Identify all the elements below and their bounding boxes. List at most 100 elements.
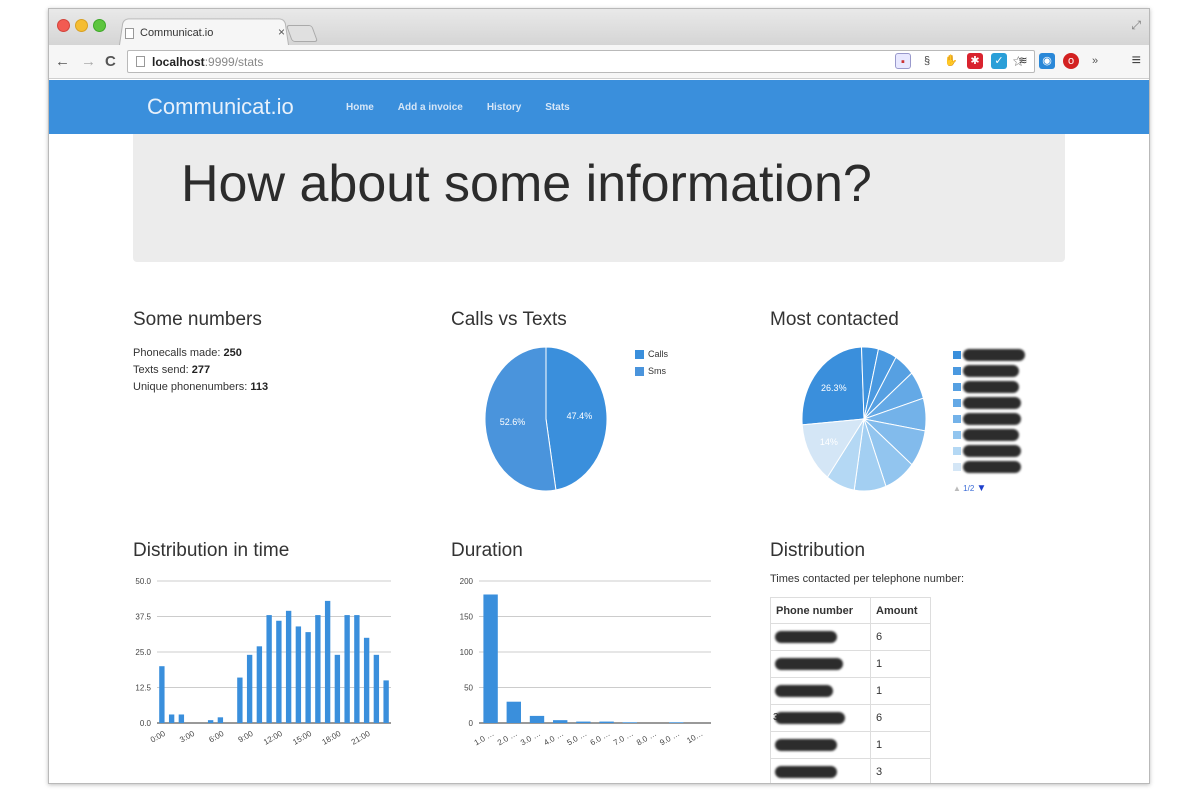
bar[interactable] bbox=[237, 677, 243, 723]
bar[interactable] bbox=[217, 717, 224, 723]
legend-swatch[interactable] bbox=[953, 351, 961, 359]
legend-pager: ▲ 1/2 ▼ bbox=[953, 483, 986, 494]
pie-slice[interactable] bbox=[545, 346, 608, 491]
brand-logo[interactable]: Communicat.io bbox=[147, 94, 294, 119]
pin-extension-icon[interactable]: § bbox=[923, 55, 931, 67]
nav-history[interactable]: History bbox=[486, 102, 522, 113]
hand-extension-icon[interactable]: ✋ bbox=[944, 55, 958, 67]
back-button[interactable]: ← bbox=[55, 53, 70, 70]
browser-tab-content[interactable]: Communicat.io × bbox=[125, 23, 285, 43]
bar[interactable] bbox=[334, 654, 341, 723]
bar[interactable] bbox=[207, 720, 214, 723]
menu-icon[interactable]: ≡ bbox=[1131, 52, 1141, 69]
pie-slice-label: 26.3% bbox=[821, 383, 847, 393]
nav-add-invoice[interactable]: Add a invoice bbox=[397, 102, 463, 113]
fullscreen-icon[interactable]: ⤢ bbox=[1131, 18, 1141, 32]
y-tick-label: 150 bbox=[460, 613, 474, 622]
redacted-contact-name bbox=[963, 397, 1021, 409]
legend-swatch[interactable] bbox=[953, 367, 961, 375]
address-bar[interactable]: localhost:9999/stats ⌕☆ bbox=[127, 50, 1035, 73]
bar[interactable] bbox=[324, 600, 331, 723]
bar[interactable] bbox=[363, 637, 370, 723]
tab-strip: Communicat.io × ⤢ bbox=[49, 9, 1149, 45]
reader-extension-icon[interactable]: ▪ bbox=[895, 53, 911, 69]
url-text[interactable]: localhost:9999/stats bbox=[152, 55, 264, 69]
bar[interactable] bbox=[266, 615, 272, 723]
reload-button[interactable]: C bbox=[105, 53, 116, 70]
check-extension-icon[interactable]: ✓ bbox=[991, 53, 1007, 69]
bar[interactable] bbox=[256, 646, 263, 723]
lastpass-extension-icon[interactable]: ✱ bbox=[967, 53, 983, 69]
pie-slice[interactable] bbox=[484, 346, 557, 492]
layers-extension-icon[interactable]: ≋ bbox=[1018, 55, 1028, 67]
nav-stats[interactable]: Stats bbox=[545, 102, 570, 113]
y-tick-label: 37.5 bbox=[135, 613, 151, 622]
bar[interactable] bbox=[383, 680, 389, 723]
bar[interactable] bbox=[276, 620, 282, 723]
phone-number-cell bbox=[770, 650, 871, 678]
y-tick-label: 100 bbox=[460, 648, 474, 657]
forward-button[interactable]: → bbox=[81, 53, 96, 70]
bar[interactable] bbox=[553, 720, 568, 723]
page-icon bbox=[136, 56, 145, 67]
redacted-phone-number bbox=[775, 685, 833, 697]
bar[interactable] bbox=[483, 594, 498, 723]
bar[interactable] bbox=[576, 721, 591, 723]
pager-up-icon[interactable]: ▲ bbox=[953, 484, 961, 493]
amount-cell: 6 bbox=[870, 623, 931, 651]
col-amount[interactable]: Amount bbox=[870, 597, 931, 624]
bar[interactable] bbox=[178, 714, 185, 723]
x-tick-label: 6:00 bbox=[207, 729, 225, 745]
bar[interactable] bbox=[315, 615, 321, 723]
amount-cell: 1 bbox=[870, 731, 931, 759]
overflow-extensions-icon[interactable]: » bbox=[1091, 55, 1099, 67]
x-tick-label: 4.0 … bbox=[542, 729, 565, 747]
y-tick-label: 25.0 bbox=[135, 648, 151, 657]
bar[interactable] bbox=[354, 615, 360, 723]
legend-swatch[interactable] bbox=[953, 463, 961, 471]
bar[interactable] bbox=[622, 722, 637, 723]
zoom-window-button[interactable] bbox=[93, 19, 106, 32]
col-phone-number[interactable]: Phone number bbox=[770, 597, 871, 624]
pie-slice[interactable] bbox=[801, 418, 865, 478]
pager-down-icon[interactable]: ▼ bbox=[976, 483, 987, 494]
legend-sms[interactable]: Sms bbox=[635, 366, 666, 376]
tab-close-icon[interactable]: × bbox=[277, 25, 285, 39]
legend-swatch[interactable] bbox=[953, 383, 961, 391]
ghostery-extension-icon[interactable]: ◉ bbox=[1039, 53, 1055, 69]
close-window-button[interactable] bbox=[57, 19, 70, 32]
y-tick-label: 12.5 bbox=[135, 684, 151, 693]
adblock-extension-icon[interactable]: o bbox=[1063, 53, 1079, 69]
bar[interactable] bbox=[246, 654, 253, 723]
bar[interactable] bbox=[344, 615, 350, 723]
bar[interactable] bbox=[599, 721, 614, 723]
bar[interactable] bbox=[168, 714, 175, 723]
some-numbers-title: Some numbers bbox=[133, 309, 262, 330]
browser-window: Communicat.io × ⤢ ← → C localhost:9999/s… bbox=[48, 8, 1150, 784]
bar[interactable] bbox=[159, 666, 165, 723]
bar[interactable] bbox=[669, 722, 684, 723]
new-tab-button[interactable] bbox=[285, 25, 319, 42]
bar[interactable] bbox=[285, 610, 292, 723]
bar[interactable] bbox=[506, 701, 521, 723]
minimize-window-button[interactable] bbox=[75, 19, 88, 32]
bar[interactable] bbox=[373, 654, 380, 723]
pie-slice-label: 52.6% bbox=[500, 417, 526, 427]
site-navbar: Communicat.io Home Add a invoice History… bbox=[49, 80, 1149, 134]
legend-swatch[interactable] bbox=[953, 447, 961, 455]
table-row: 1 bbox=[770, 731, 931, 759]
pie-slice[interactable] bbox=[801, 346, 865, 426]
bar[interactable] bbox=[295, 626, 302, 723]
legend-swatch[interactable] bbox=[953, 415, 961, 423]
most-contacted-title: Most contacted bbox=[770, 309, 899, 330]
nav-home[interactable]: Home bbox=[346, 102, 374, 113]
x-tick-label: 18:00 bbox=[321, 729, 343, 747]
legend-swatch[interactable] bbox=[953, 431, 961, 439]
bar[interactable] bbox=[529, 715, 545, 723]
bar[interactable] bbox=[305, 632, 311, 723]
distribution-time-chart: 0.0 12.5 25.0 37.5 50.0 0:00 3:00 6:00 9:00 12:00… bbox=[135, 577, 391, 747]
unique-stat: Unique phonenumbers: 113 bbox=[133, 381, 269, 393]
y-tick-label: 200 bbox=[460, 577, 474, 586]
legend-calls[interactable]: Calls bbox=[635, 349, 668, 359]
legend-swatch[interactable] bbox=[953, 399, 961, 407]
